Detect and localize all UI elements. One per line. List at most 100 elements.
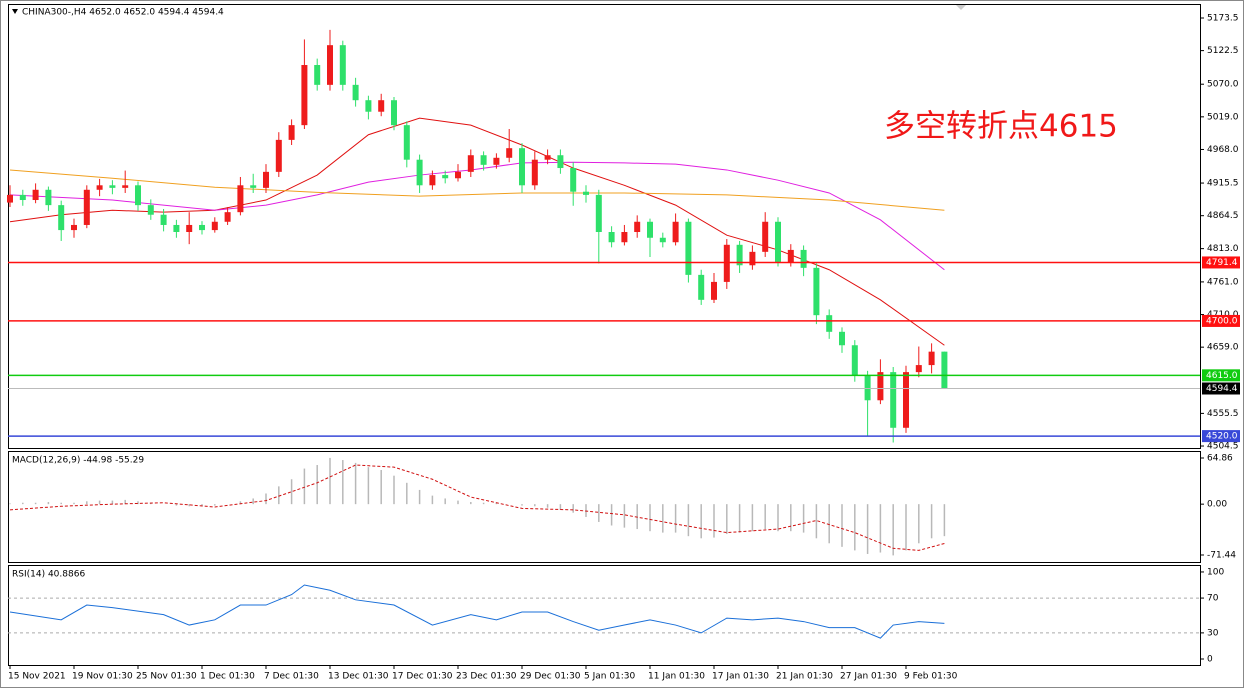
y-tick-label: 5122.5 [1207, 46, 1239, 56]
candle-body [813, 267, 820, 316]
level-label: 4700.0 [1206, 316, 1238, 326]
level-tag [1202, 314, 1240, 327]
candle-body [83, 189, 90, 225]
candle-body [173, 224, 180, 233]
y-tick-label: 4504.5 [1207, 442, 1239, 452]
candle-body [826, 315, 833, 332]
candle-body [800, 249, 807, 268]
y-tick-label: 4659.0 [1207, 343, 1239, 353]
candle-body [839, 331, 845, 346]
level-label: 4791.4 [1206, 258, 1238, 268]
candle-body [288, 125, 295, 140]
candle-body [787, 249, 794, 263]
candle-body [19, 194, 26, 201]
level-tag [1202, 430, 1240, 443]
y-tick-label: 4813.0 [1207, 244, 1239, 254]
candle-body [647, 221, 653, 238]
candle-body [608, 232, 615, 243]
candle-body [301, 65, 308, 126]
candle-body [557, 155, 564, 169]
candle-body [762, 221, 769, 252]
candle-body [531, 159, 538, 186]
candle-body [480, 155, 487, 165]
level-tag [1202, 369, 1240, 382]
x-tick-label: 11 Jan 01:30 [648, 672, 705, 682]
candle-body [109, 185, 116, 188]
x-tick-label: 9 Feb 01:30 [904, 672, 958, 682]
candle-body [58, 205, 65, 231]
macd-title: MACD(12,26,9) -44.98 -55.29 [12, 456, 144, 466]
candle-body [160, 214, 167, 225]
candle-body [71, 224, 77, 231]
candle-body [544, 155, 551, 160]
candle-body [890, 372, 897, 428]
chart-title: CHINA300-,H4 4652.0 4652.0 4594.4 4594.4 [22, 8, 224, 18]
candle-body [314, 65, 321, 85]
candle-body [122, 185, 129, 188]
candle-body [275, 139, 282, 172]
candle-body [391, 100, 397, 126]
x-tick-label: 19 Nov 01:30 [72, 672, 133, 682]
y-tick-label: 5019.0 [1207, 112, 1239, 122]
candle-body [327, 45, 333, 85]
main-panel [8, 4, 1201, 449]
candle-body [749, 251, 756, 266]
candle-body [237, 185, 244, 213]
candle-body [442, 175, 449, 179]
x-tick-label: 5 Jan 01:30 [584, 672, 636, 682]
candle-body [711, 281, 717, 300]
moving-average [9, 169, 945, 211]
candle-body [915, 365, 922, 373]
macd-panel [8, 451, 1201, 563]
candle-body [583, 191, 589, 195]
candle-body [775, 221, 781, 263]
candle-body [634, 221, 641, 233]
menu-triangle[interactable] [12, 9, 18, 14]
candle-body [723, 244, 730, 282]
candle-body [186, 224, 193, 233]
y-tick-label: 4968.0 [1207, 145, 1239, 155]
candle-body [493, 157, 500, 165]
y-tick-label: 0.00 [1207, 500, 1227, 510]
rsi-panel [8, 565, 1201, 666]
y-tick-label: 70 [1207, 594, 1219, 604]
x-tick-label: 29 Dec 01:30 [520, 672, 581, 682]
candle-body [519, 148, 525, 186]
y-tick-label: 4761.0 [1207, 277, 1239, 287]
candle-body [595, 194, 602, 233]
candle-body [339, 45, 346, 85]
candle-body [135, 185, 141, 206]
candle-body [199, 224, 205, 231]
candle-body [32, 189, 39, 201]
x-tick-label: 25 Nov 01:30 [136, 672, 197, 682]
y-tick-label: 4864.5 [1207, 211, 1239, 221]
candle-body [224, 212, 231, 222]
candle-body [506, 148, 513, 158]
candle-body [352, 84, 359, 101]
candle-body [621, 232, 628, 243]
rsi-line [9, 584, 945, 639]
y-tick-label: -71.44 [1207, 550, 1236, 560]
x-tick-label: 13 Dec 01:30 [328, 672, 389, 682]
y-tick-label: 0 [1207, 654, 1213, 664]
x-tick-label: 7 Dec 01:30 [264, 672, 319, 682]
candle-body [672, 221, 679, 243]
y-tick-label: 5173.5 [1207, 13, 1239, 23]
x-tick-label: 15 Nov 2021 [8, 672, 66, 682]
x-tick-label: 1 Dec 01:30 [200, 672, 255, 682]
candle-body [928, 351, 935, 366]
y-tick-label: 64.86 [1207, 454, 1233, 464]
candle-body [659, 237, 666, 243]
candle-body [455, 171, 461, 179]
y-tick-label: 5070.0 [1207, 80, 1239, 90]
level-label: 4520.0 [1206, 432, 1238, 442]
y-tick-label: 30 [1207, 628, 1219, 638]
current-price-label: 4594.4 [1206, 384, 1238, 394]
candle-body [864, 375, 871, 401]
candle-body [429, 175, 436, 186]
candle-body [941, 351, 948, 389]
candle-body [378, 100, 385, 112]
rsi-title: RSI(14) 40.8866 [12, 570, 85, 580]
x-tick-label: 17 Jan 01:30 [712, 672, 769, 682]
